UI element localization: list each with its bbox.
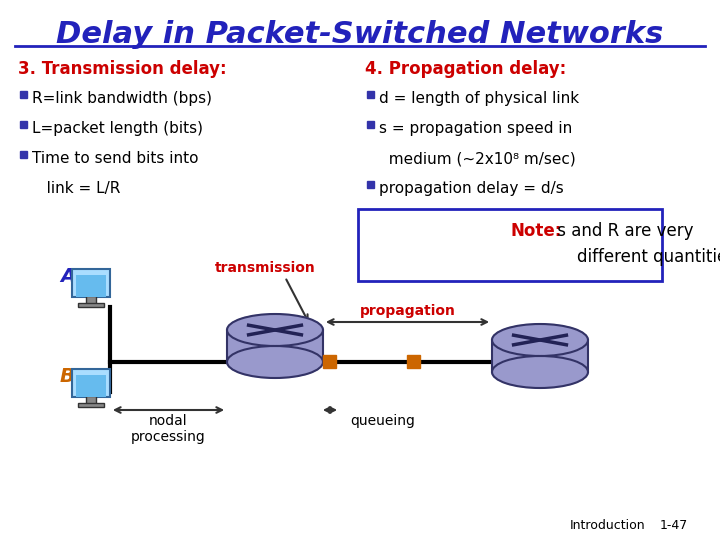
Text: B: B xyxy=(60,368,75,387)
Text: Delay in Packet-Switched Networks: Delay in Packet-Switched Networks xyxy=(56,20,664,49)
Text: A: A xyxy=(60,267,75,287)
Text: propagation delay = d/s: propagation delay = d/s xyxy=(379,181,564,196)
Text: R=link bandwidth (bps): R=link bandwidth (bps) xyxy=(32,91,212,106)
Text: s = propagation speed in: s = propagation speed in xyxy=(379,121,572,136)
Bar xyxy=(78,303,104,307)
Text: s and R are very: s and R are very xyxy=(552,222,693,240)
Text: Time to send bits into: Time to send bits into xyxy=(32,151,199,166)
FancyBboxPatch shape xyxy=(358,209,662,281)
Ellipse shape xyxy=(227,314,323,346)
Bar xyxy=(76,375,106,397)
Text: 1-47: 1-47 xyxy=(660,519,688,532)
Bar xyxy=(20,151,27,158)
Bar xyxy=(367,91,374,98)
Bar xyxy=(86,396,96,404)
Bar xyxy=(367,121,374,128)
Polygon shape xyxy=(227,330,323,362)
Text: nodal
processing: nodal processing xyxy=(131,414,206,444)
Bar xyxy=(76,275,106,297)
Text: d = length of physical link: d = length of physical link xyxy=(379,91,579,106)
Bar xyxy=(20,121,27,128)
Bar xyxy=(323,355,336,368)
Text: propagation: propagation xyxy=(359,304,456,318)
Text: transmission: transmission xyxy=(215,261,315,275)
Ellipse shape xyxy=(227,346,323,378)
Text: L=packet length (bits): L=packet length (bits) xyxy=(32,121,203,136)
Text: 3. Transmission delay:: 3. Transmission delay: xyxy=(18,60,227,78)
Text: link = L/R: link = L/R xyxy=(32,181,120,196)
Ellipse shape xyxy=(492,324,588,356)
Text: Note:: Note: xyxy=(510,222,562,240)
Bar xyxy=(72,369,110,397)
Bar xyxy=(367,181,374,188)
Text: different quantities!: different quantities! xyxy=(577,248,720,266)
Text: 4. Propagation delay:: 4. Propagation delay: xyxy=(365,60,566,78)
Text: medium (~2x10⁸ m/sec): medium (~2x10⁸ m/sec) xyxy=(379,151,576,166)
Text: queueing: queueing xyxy=(350,414,415,428)
Ellipse shape xyxy=(492,356,588,388)
Bar xyxy=(20,91,27,98)
Bar xyxy=(72,269,110,297)
Polygon shape xyxy=(492,340,588,372)
Text: Introduction: Introduction xyxy=(570,519,646,532)
Bar xyxy=(78,403,104,407)
Bar xyxy=(407,355,420,368)
Bar xyxy=(86,296,96,304)
